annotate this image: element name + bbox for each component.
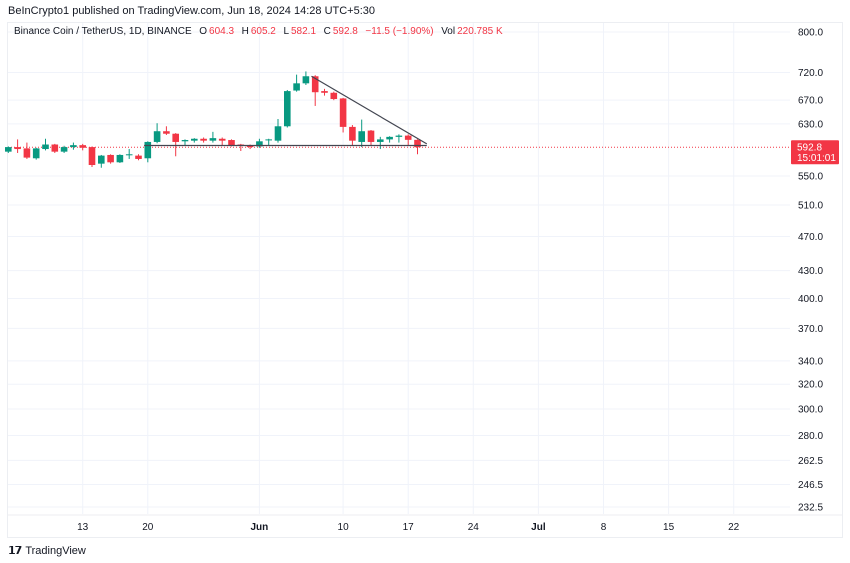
last-price-badge: [791, 140, 839, 165]
candle-body: [284, 91, 291, 127]
price-axis-label: 232.5: [798, 503, 823, 514]
price-axis-label: 430.0: [798, 266, 823, 277]
candle-body: [377, 139, 384, 142]
price-axis-label: 262.5: [798, 456, 823, 467]
time-axis-label: 24: [468, 522, 480, 533]
chart-frame: [7, 22, 843, 538]
candle-body: [5, 147, 12, 152]
candle-body: [32, 148, 40, 159]
candle-body: [256, 141, 263, 147]
candle-body: [200, 138, 207, 141]
time-axis-label: 8: [601, 522, 607, 533]
publisher-line: BeInCrypto1 published on TradingView.com…: [8, 5, 376, 17]
tradingview-footer[interactable]: 𝟭𝟳 TradingView: [8, 544, 86, 558]
candle-body: [218, 138, 226, 141]
price-axis-label: 340.0: [798, 356, 823, 367]
candle-body: [209, 138, 217, 141]
candle-body: [60, 147, 68, 152]
open-value: 604.3: [209, 26, 235, 37]
candle-body: [88, 147, 96, 166]
time-axis-label: 20: [142, 522, 154, 533]
price-axis-label: 320.0: [798, 380, 823, 391]
candle-body: [135, 155, 142, 159]
candle-body: [228, 140, 235, 146]
candle-body: [367, 130, 375, 142]
brand-name: TradingView: [25, 544, 86, 557]
candle-body: [404, 135, 412, 140]
candle-body: [349, 126, 356, 141]
close-value: 592.8: [332, 26, 358, 37]
close-label: C: [323, 26, 331, 37]
time-axis-label: 17: [403, 522, 415, 533]
candle-body: [51, 144, 59, 152]
candle-body: [125, 154, 133, 156]
candle-body: [414, 139, 421, 148]
symbol-name[interactable]: Binance Coin / TetherUS, 1D, BINANCE: [14, 26, 192, 37]
candle-body: [293, 83, 300, 91]
candle-body: [107, 154, 114, 163]
bar-countdown: 15:01:01: [797, 153, 836, 164]
candle-body: [98, 155, 105, 164]
candle-body: [330, 92, 338, 100]
high-label: H: [241, 26, 249, 37]
candle-body: [181, 140, 189, 142]
open-label: O: [199, 26, 208, 37]
tradingview-logo-icon: 𝟭𝟳: [8, 545, 22, 557]
volume-label: Vol: [441, 26, 456, 37]
price-axis-label: 246.5: [798, 480, 823, 491]
price-axis-label: 470.0: [798, 232, 823, 243]
change-value: −11.5 (−1.90%): [365, 26, 434, 37]
price-axis-label: 400.0: [798, 294, 823, 305]
candle-body: [163, 131, 170, 134]
volume-value: 220.785 K: [457, 26, 503, 37]
low-value: 582.1: [291, 26, 317, 37]
candle-body: [191, 138, 198, 141]
candle-body: [246, 145, 254, 148]
candle-body: [265, 139, 272, 141]
candle-body: [274, 126, 282, 141]
price-axis-label: 800.0: [798, 28, 823, 39]
time-axis-label: Jun: [251, 522, 269, 533]
candle-body: [144, 141, 152, 159]
candle-body: [70, 145, 77, 148]
candle-body: [358, 131, 365, 142]
price-axis-label: 720.0: [798, 68, 823, 79]
time-axis-label: 15: [663, 522, 675, 533]
price-axis-label: 550.0: [798, 172, 823, 183]
candle-body: [23, 148, 31, 158]
candle-body: [14, 147, 21, 150]
candle-body: [42, 144, 49, 150]
symbol-legend: Binance Coin / TetherUS, 1D, BINANCE O 60…: [14, 26, 505, 37]
candle-body: [395, 135, 403, 137]
price-axis-label: 280.0: [798, 431, 823, 442]
price-axis-label: 630.0: [798, 119, 823, 130]
time-axis-label: 10: [338, 522, 350, 533]
last-price-value: 592.8: [797, 143, 822, 154]
candle-body: [153, 131, 161, 142]
candle-body: [172, 133, 179, 142]
candle-body: [302, 76, 310, 84]
price-axis-label: 510.0: [798, 201, 823, 212]
high-value: 605.2: [250, 26, 276, 37]
candle-body: [339, 98, 347, 127]
candle-body: [386, 136, 393, 140]
low-label: L: [283, 26, 289, 37]
candle-body: [79, 145, 86, 148]
time-axis-label: 22: [728, 522, 740, 533]
candle-body: [116, 154, 124, 163]
price-axis-label: 370.0: [798, 324, 823, 335]
time-axis-label: Jul: [531, 522, 546, 533]
candle-body: [311, 76, 319, 93]
descending-trendline: [311, 75, 428, 145]
candle-body: [321, 91, 328, 93]
price-axis-label: 670.0: [798, 96, 823, 107]
price-axis-label: 300.0: [798, 405, 823, 416]
time-axis-label: 13: [77, 522, 89, 533]
